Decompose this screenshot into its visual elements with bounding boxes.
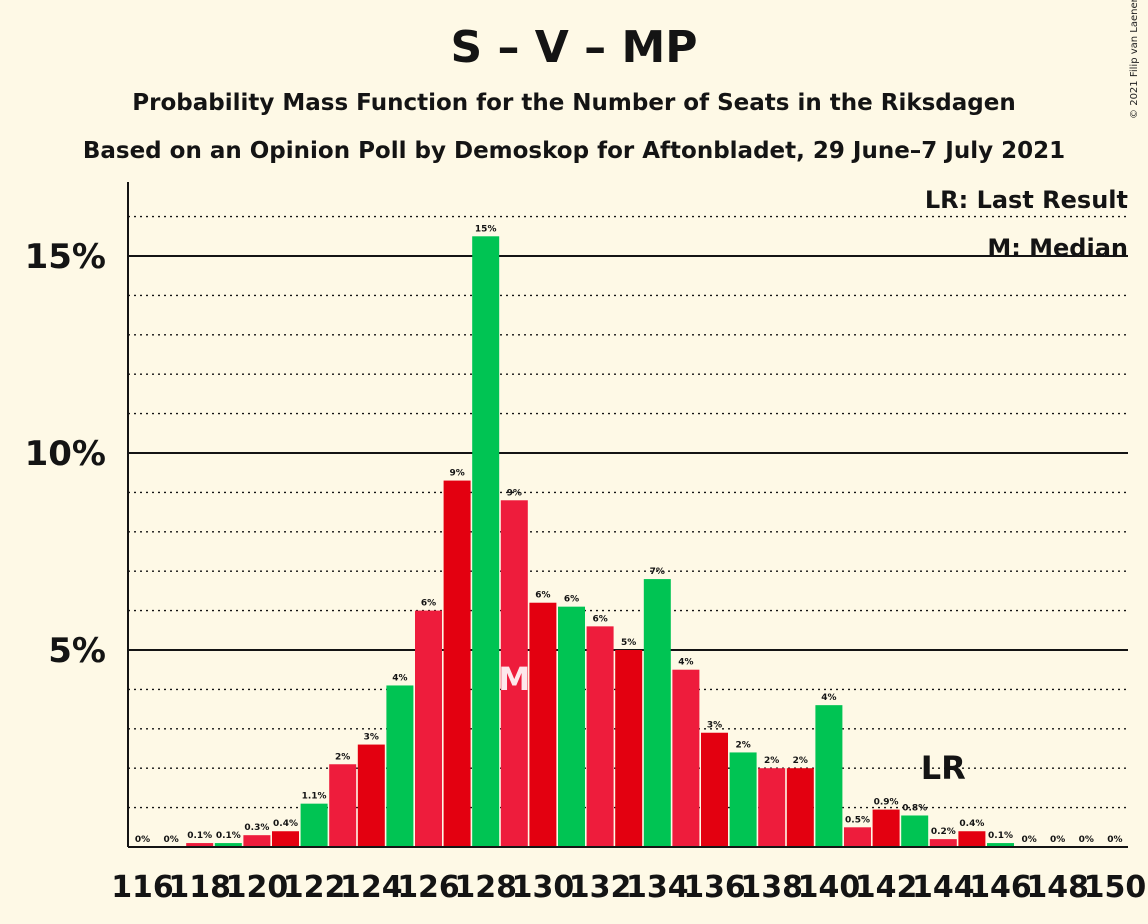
data-label: 0.1% — [216, 831, 241, 841]
bar-seat-124 — [357, 744, 385, 847]
data-label: 2% — [335, 752, 350, 762]
bar-seat-139 — [786, 768, 814, 847]
bar-seat-123 — [329, 764, 357, 847]
data-label: 0.4% — [273, 819, 298, 829]
legend-last-result: LR: Last Result — [924, 186, 1128, 214]
legend-median: M: Median — [987, 234, 1128, 262]
bar-seat-130 — [529, 602, 557, 847]
data-label: 6% — [564, 595, 579, 605]
data-label: 15% — [475, 224, 497, 234]
chart-subtitle: Probability Mass Function for the Number… — [132, 90, 1016, 116]
data-label: 0.1% — [988, 831, 1013, 841]
data-label: 6% — [535, 591, 550, 601]
bar-seat-143 — [901, 815, 929, 847]
bar-seat-135 — [672, 669, 700, 847]
x-tick-label: 146 — [969, 870, 1032, 905]
x-tick-label: 140 — [798, 870, 861, 905]
x-tick-label: 132 — [569, 870, 632, 905]
data-label: 0.8% — [902, 803, 927, 813]
bar-seat-136 — [701, 732, 728, 847]
x-tick-label: 124 — [340, 870, 403, 905]
bar-seat-125 — [386, 685, 414, 847]
bar-seat-122 — [300, 803, 328, 847]
x-tick-label: 116 — [111, 870, 174, 905]
x-tick-label: 120 — [226, 870, 289, 905]
bar-seat-144 — [929, 839, 957, 847]
data-label: 4% — [678, 658, 693, 668]
bar-seat-127 — [443, 480, 471, 847]
x-tick-label: 144 — [912, 870, 975, 905]
data-label: 0% — [163, 835, 178, 845]
x-tick-label: 126 — [397, 870, 460, 905]
data-label: 9% — [507, 488, 522, 498]
data-label: 2% — [793, 756, 808, 766]
data-label: 1.1% — [302, 792, 327, 802]
chart-title: S – V – MP — [450, 22, 698, 73]
x-tick-label: 134 — [626, 870, 689, 905]
data-label: 0.1% — [187, 831, 212, 841]
bar-seat-140 — [815, 705, 843, 847]
data-label: 4% — [392, 673, 407, 683]
bar-seat-141 — [844, 827, 871, 847]
data-label: 6% — [592, 614, 607, 624]
data-label: 3% — [707, 721, 722, 731]
data-label: 6% — [421, 599, 436, 609]
x-tick-label: 138 — [740, 870, 803, 905]
x-tick-label: 142 — [855, 870, 918, 905]
median-marker: M — [498, 660, 530, 698]
data-label: 2% — [764, 756, 779, 766]
data-label: 3% — [364, 733, 379, 743]
x-tick-label: 118 — [168, 870, 231, 905]
data-label: 4% — [821, 693, 836, 703]
bar-seat-119 — [214, 843, 242, 847]
chart-subtitle-poll: Based on an Opinion Poll by Demoskop for… — [82, 138, 1066, 164]
data-label: 0.4% — [959, 819, 984, 829]
data-label: 0.9% — [874, 798, 899, 808]
data-label: 0% — [1021, 835, 1036, 845]
data-label: 9% — [449, 469, 464, 479]
bar-seat-118 — [186, 843, 214, 847]
data-label: 7% — [650, 567, 665, 577]
data-label: 0% — [1107, 835, 1122, 845]
x-tick-label: 148 — [1026, 870, 1089, 905]
bar-seat-138 — [758, 768, 786, 847]
y-tick-label: 10% — [25, 434, 106, 474]
bar-seat-137 — [729, 752, 757, 847]
data-label: 0.2% — [931, 827, 956, 837]
x-tick-label: 122 — [283, 870, 346, 905]
bar-seat-132 — [586, 626, 614, 847]
x-tick-label: 128 — [454, 870, 517, 905]
x-tick-label: 136 — [683, 870, 746, 905]
data-label: 0.5% — [845, 815, 870, 825]
last-result-marker: LR — [921, 749, 966, 787]
data-label: 0% — [135, 835, 150, 845]
bar-seat-121 — [272, 831, 299, 847]
data-label: 0.3% — [244, 823, 269, 833]
x-tick-label: 150 — [1084, 870, 1147, 905]
bar-seat-129 — [500, 500, 528, 847]
bar-seat-145 — [958, 831, 986, 847]
bar-seat-131 — [558, 606, 585, 847]
bar-seat-128 — [472, 236, 500, 848]
data-label: 0% — [1050, 835, 1065, 845]
bar-seat-133 — [615, 650, 643, 847]
data-label: 5% — [621, 638, 636, 648]
bar-seat-126 — [415, 610, 442, 847]
x-tick-label: 130 — [512, 870, 575, 905]
bar-seat-120 — [243, 835, 271, 847]
bar-seat-134 — [643, 579, 671, 847]
y-tick-label: 5% — [48, 631, 106, 671]
bar-seat-146 — [987, 843, 1014, 847]
data-label: 0% — [1079, 835, 1094, 845]
data-label: 2% — [735, 740, 750, 750]
bar-seat-142 — [872, 809, 900, 847]
y-tick-label: 15% — [25, 237, 106, 277]
